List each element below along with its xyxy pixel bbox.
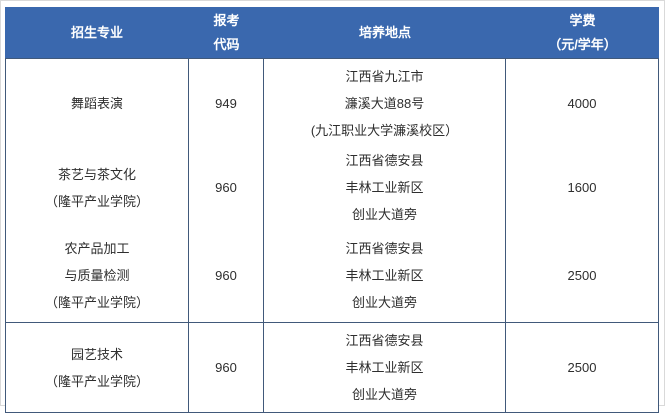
major-line: 茶艺与茶文化 (57, 166, 136, 182)
location-line: 江西省德安县 (345, 333, 424, 348)
table-row: 茶艺与茶文化 （隆平产业学院） 960 江西省德安县 丰林工业新区 创业大道旁 … (5, 143, 659, 233)
location-line: 创业大道旁 (351, 294, 417, 310)
col-header-tuition: 学费 （元/学年） (506, 7, 659, 58)
major-line: 与质量检测 (64, 267, 130, 283)
location-line: 丰林工业新区 (345, 180, 424, 195)
major-line: 舞蹈表演 (70, 96, 123, 111)
location-line: 创业大道旁 (351, 387, 417, 402)
table-row: 舞蹈表演 949 江西省九江市 濂溪大道88号 (九江职业大学濂溪校区） 400… (5, 58, 659, 149)
table-row: 园艺技术 （隆平产业学院） 960 江西省德安县 丰林工业新区 创业大道旁 25… (5, 323, 659, 413)
major-line: （隆平产业学院） (44, 193, 149, 209)
col-header-tuition-line1: 学费 (569, 12, 596, 28)
col-header-location: 培养地点 (264, 7, 506, 58)
location-line: 江西省九江市 (345, 69, 424, 84)
cell-tuition: 1600 (506, 143, 659, 233)
col-header-major-label: 招生专业 (70, 24, 123, 40)
cell-location: 江西省德安县 丰林工业新区 创业大道旁 (264, 228, 506, 323)
cell-tuition: 2500 (506, 323, 659, 413)
location-line: 创业大道旁 (351, 207, 417, 222)
table-header-row: 招生专业 报考 代码 培养地点 学费 （元/学年） (5, 7, 659, 58)
major-line: （隆平产业学院） (44, 294, 149, 310)
cell-major: 茶艺与茶文化 （隆平产业学院） (5, 143, 189, 233)
location-line: 江西省德安县 (345, 240, 424, 256)
cell-location: 江西省九江市 濂溪大道88号 (九江职业大学濂溪校区） (264, 58, 506, 149)
cell-major: 农产品加工 与质量检测 （隆平产业学院） (5, 228, 189, 323)
cell-code: 960 (189, 143, 264, 233)
col-header-major: 招生专业 (5, 7, 189, 58)
admissions-table: 招生专业 报考 代码 培养地点 学费 （元/学年） 舞蹈表演 949 (5, 7, 659, 413)
cell-major: 舞蹈表演 (5, 58, 189, 149)
col-header-code-line2: 代码 (213, 36, 240, 52)
table-body: 舞蹈表演 949 江西省九江市 濂溪大道88号 (九江职业大学濂溪校区） 400… (5, 58, 659, 413)
col-header-code-line1: 报考 (213, 12, 240, 28)
location-line: 濂溪大道88号 (344, 96, 425, 111)
location-line: (九江职业大学濂溪校区） (310, 123, 459, 138)
location-line: 江西省德安县 (345, 153, 424, 168)
cell-location: 江西省德安县 丰林工业新区 创业大道旁 (264, 323, 506, 413)
cell-code: 960 (189, 323, 264, 413)
cell-major: 园艺技术 （隆平产业学院） (5, 323, 189, 413)
major-line: 农产品加工 (64, 240, 130, 256)
cell-code: 960 (189, 228, 264, 323)
major-line: （隆平产业学院） (44, 373, 149, 389)
cell-code: 949 (189, 58, 264, 149)
major-line: 园艺技术 (70, 346, 123, 362)
cell-location: 江西省德安县 丰林工业新区 创业大道旁 (264, 143, 506, 233)
col-header-location-label: 培养地点 (358, 24, 411, 40)
col-header-code: 报考 代码 (189, 7, 264, 58)
cell-tuition: 2500 (506, 228, 659, 323)
cell-tuition: 4000 (506, 58, 659, 149)
location-line: 丰林工业新区 (345, 267, 424, 283)
table-row: 农产品加工 与质量检测 （隆平产业学院） 960 江西省德安县 丰林工业新区 创… (5, 228, 659, 323)
col-header-tuition-line2: （元/学年） (548, 36, 617, 52)
location-line: 丰林工业新区 (345, 360, 424, 375)
